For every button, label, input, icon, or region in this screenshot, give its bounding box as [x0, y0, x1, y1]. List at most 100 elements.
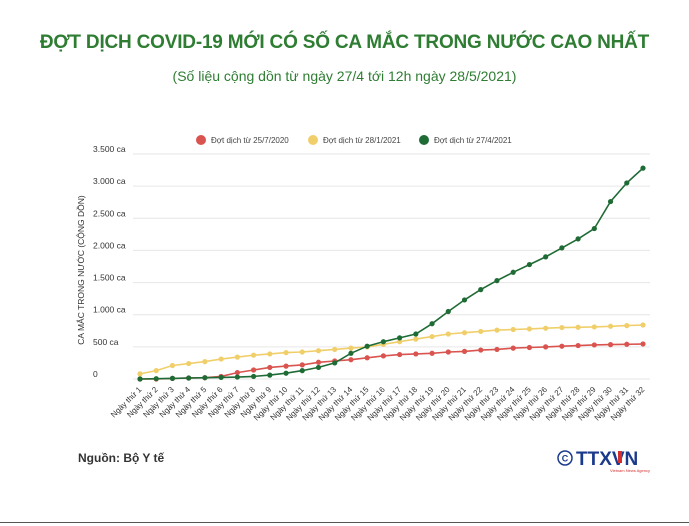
- source-note: Nguồn: Bộ Y tế: [78, 451, 165, 465]
- data-point: [429, 333, 435, 340]
- data-point: [169, 375, 176, 381]
- data-point: [494, 278, 500, 284]
- data-point: [218, 374, 224, 380]
- data-point: [510, 345, 516, 351]
- data-point: [510, 326, 516, 333]
- data-point: [591, 324, 597, 330]
- y-tick-label: 2.500 ca: [93, 208, 126, 218]
- data-point: [429, 350, 435, 356]
- legend-label: Đợt dịch từ 27/4/2021: [434, 136, 512, 145]
- svg-text:C: C: [562, 454, 569, 464]
- chart-subtitle: (Số liệu cộng dồn từ ngày 27/4 tới 12h n…: [172, 68, 517, 84]
- data-point: [478, 287, 484, 293]
- data-point: [526, 326, 533, 332]
- data-point: [202, 359, 208, 365]
- y-tick-label: 3.000 ca: [93, 176, 126, 186]
- data-point: [137, 376, 143, 382]
- y-tick-label: 500 ca: [93, 337, 119, 347]
- data-point: [153, 368, 159, 374]
- data-point: [607, 342, 614, 348]
- data-point: [169, 362, 176, 369]
- data-point: [640, 165, 646, 171]
- data-point: [543, 344, 549, 350]
- legend-marker: [308, 135, 318, 145]
- y-axis-ticks: 0 500 ca 1.000 ca 1.500 ca 2.000 ca 2.500 ca 3…: [93, 144, 126, 379]
- data-point: [218, 356, 224, 362]
- data-point: [624, 180, 630, 186]
- svg-text:TTXVN: TTXVN: [576, 449, 638, 470]
- chart-title: ĐỢT DỊCH COVID-19 MỚI CÓ SỐ CA MẮC TRONG…: [39, 32, 650, 53]
- data-point: [510, 269, 516, 275]
- series-line: [140, 343, 644, 380]
- y-tick-label: 0: [93, 369, 98, 379]
- y-tick-label: 2.000 ca: [93, 240, 126, 250]
- data-point: [234, 369, 240, 376]
- data-point: [332, 360, 338, 366]
- legend: Đợt dịch từ 25/7/2020 Đợt dịch từ 28/1/20…: [196, 135, 512, 145]
- chart-area: Đợt dịch từ 25/7/2020 Đợt dịch từ 28/1/20…: [75, 135, 650, 423]
- data-point: [575, 236, 581, 242]
- data-point: [283, 370, 289, 376]
- data-point: [526, 261, 533, 268]
- data-point: [543, 325, 549, 331]
- data-point: [413, 351, 419, 357]
- data-point: [315, 348, 322, 354]
- data-point: [624, 323, 630, 329]
- series-line: [139, 167, 644, 380]
- data-point: [250, 367, 257, 373]
- data-point: [137, 371, 143, 377]
- data-point: [591, 342, 597, 348]
- data-point: [267, 372, 273, 378]
- data-point: [445, 308, 451, 315]
- data-point: [186, 375, 192, 381]
- data-point: [153, 376, 159, 382]
- svg-text:Vietnam News Agency: Vietnam News Agency: [610, 468, 650, 473]
- data-point: [640, 322, 646, 328]
- data-point: [380, 353, 386, 359]
- data-point: [348, 350, 354, 356]
- y-axis-label: CA MẮC TRONG NƯỚC (CỘNG DỒN): [75, 195, 86, 345]
- data-point: [234, 374, 240, 380]
- data-point: [267, 351, 273, 357]
- data-point: [494, 327, 500, 333]
- data-point: [559, 245, 565, 251]
- legend-label: Đợt dịch từ 28/1/2021: [323, 136, 401, 145]
- data-point: [640, 341, 646, 347]
- data-point: [607, 198, 614, 205]
- data-point: [591, 225, 597, 232]
- data-point: [461, 330, 468, 336]
- data-point: [348, 345, 354, 351]
- data-point: [494, 346, 500, 353]
- data-point: [364, 355, 370, 361]
- data-point: [413, 331, 419, 337]
- legend-marker: [419, 135, 429, 145]
- data-point: [478, 347, 484, 353]
- ttxvn-logo: C TTXVN Vietnam News Agency: [557, 449, 650, 473]
- y-tick-label: 1.500 ca: [93, 273, 126, 283]
- data-point: [461, 348, 468, 354]
- data-point: [559, 343, 565, 349]
- data-point: [186, 360, 192, 367]
- data-point: [202, 375, 208, 381]
- data-point: [429, 321, 435, 327]
- data-point: [283, 350, 289, 356]
- series-group: [137, 165, 646, 382]
- data-point: [543, 254, 549, 260]
- bottom-rule: [0, 522, 689, 523]
- data-point: [478, 328, 484, 335]
- data-point: [413, 336, 419, 342]
- data-point: [250, 352, 257, 358]
- data-point: [559, 324, 565, 331]
- data-point: [526, 344, 533, 351]
- data-point: [348, 357, 354, 363]
- data-point: [397, 351, 403, 358]
- data-point: [624, 341, 630, 347]
- data-point: [267, 364, 273, 371]
- data-point: [299, 368, 305, 374]
- data-point: [250, 373, 257, 380]
- data-point: [364, 343, 370, 349]
- data-point: [445, 349, 451, 355]
- data-point: [380, 339, 386, 345]
- data-point: [397, 339, 403, 345]
